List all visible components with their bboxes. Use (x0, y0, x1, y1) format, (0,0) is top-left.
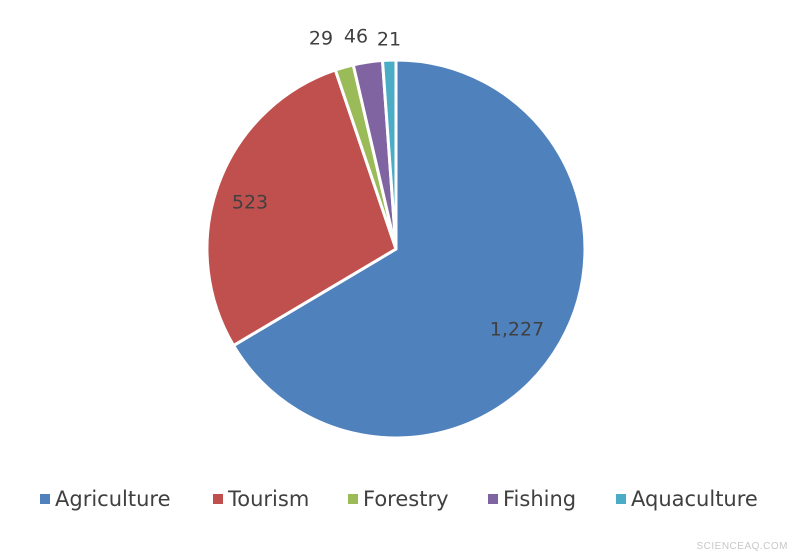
pie-slices (205, 58, 587, 440)
legend-label-fishing: Fishing (503, 487, 576, 511)
data-label-fishing: 46 (344, 26, 368, 48)
pie-slice-tourism (205, 68, 398, 348)
legend-swatch-tourism (213, 494, 223, 504)
pie-slice-aquaculture (381, 58, 398, 251)
legend-label-forestry: Forestry (363, 487, 449, 511)
data-labels: 1,227 523 29 46 21 (232, 26, 544, 341)
data-label-agriculture: 1,227 (490, 319, 544, 341)
legend-swatch-forestry (348, 494, 358, 504)
data-label-tourism: 523 (232, 192, 268, 214)
legend-item-aquaculture: Aquaculture (616, 487, 758, 511)
legend-label-aquaculture: Aquaculture (631, 487, 758, 511)
watermark-text: SCIENCEAQ.COM (696, 541, 788, 552)
legend-item-fishing: Fishing (488, 487, 576, 511)
legend-swatch-aquaculture (616, 494, 626, 504)
pie-slice-agriculture (232, 58, 587, 440)
legend-item-forestry: Forestry (348, 487, 449, 511)
legend-label-tourism: Tourism (227, 487, 309, 511)
legend: Agriculture Tourism Forestry Fishing Aquacul… (40, 487, 758, 511)
legend-swatch-fishing (488, 494, 498, 504)
data-label-aquaculture: 21 (377, 29, 401, 51)
legend-item-tourism: Tourism (213, 487, 309, 511)
legend-item-agriculture: Agriculture (40, 487, 171, 511)
legend-label-agriculture: Agriculture (55, 487, 171, 511)
data-label-forestry: 29 (309, 28, 333, 50)
legend-swatch-agriculture (40, 494, 50, 504)
